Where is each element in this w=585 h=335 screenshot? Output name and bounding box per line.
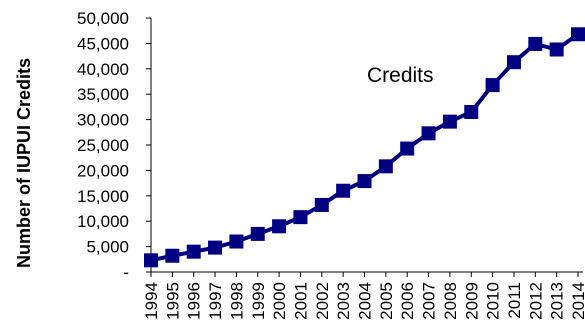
data-point-marker [144,253,158,268]
data-point-marker [571,27,585,42]
data-point-marker [229,234,244,249]
data-point-marker [528,36,543,51]
y-tick-label: 20,000 [77,161,129,180]
data-point-marker [442,114,457,129]
x-tick-label: 1997 [206,282,225,320]
data-point-marker [186,244,201,259]
x-tick-label: 2007 [420,282,439,320]
y-tick-label: 50,000 [77,9,129,28]
x-tick-label: 2003 [334,282,353,320]
data-point-marker [357,174,372,189]
x-tick-label: 1994 [142,282,161,320]
x-tick-label: 2001 [291,282,310,320]
data-point-marker [400,141,415,156]
data-point-marker [208,240,223,255]
y-axis-label: Number of IUPUI Credits [14,58,34,268]
x-tick-label: 2006 [398,282,417,320]
x-tick-label: 2009 [462,282,481,320]
x-axis-ticks: 1994 1995 1996 1997 1998 1999 2000 2001 2002 2003… [142,272,585,320]
x-tick-label: 2010 [484,282,503,320]
data-point-marker [506,55,521,70]
data-point-marker [378,159,393,174]
x-tick-label: 2004 [356,282,375,320]
series-layer [144,27,585,268]
y-tick-label: 5,000 [86,238,129,257]
x-tick-label: 2005 [377,282,396,320]
x-tick-label: 1999 [249,282,268,320]
y-tick-label: 25,000 [77,136,129,155]
x-tick-label: 2000 [270,282,289,320]
y-tick-label: 10,000 [77,212,129,231]
y-tick-label: 30,000 [77,111,129,130]
x-tick-label: 2011 [505,282,524,319]
data-point-marker [272,219,287,234]
y-tick-label: 35,000 [77,85,129,104]
x-tick-label: 1998 [227,282,246,320]
x-tick-label: 2008 [441,282,460,320]
x-tick-label: 2013 [548,282,567,320]
data-point-marker [314,197,329,212]
x-tick-label: 2002 [313,282,332,320]
y-axis-ticks: - 5,000 10,000 15,000 20,000 25,000 30,000 35,0… [77,9,151,282]
data-point-marker [421,126,436,141]
x-tick-label: 2012 [526,282,545,320]
data-point-marker [549,42,564,57]
x-tick-label: 1995 [163,282,182,320]
data-point-marker [464,104,479,119]
y-tick-label: 45,000 [77,34,129,53]
x-tick-label: 1996 [185,282,204,320]
x-tick-label: 2014 [569,282,585,320]
data-point-marker [485,78,500,93]
y-tick-label: - [123,263,129,282]
y-tick-label: 15,000 [77,187,129,206]
data-point-marker [165,248,180,263]
data-point-marker [250,226,265,241]
y-tick-label: 40,000 [77,60,129,79]
data-point-marker [293,210,308,225]
series-annotation: Credits [367,64,434,87]
data-point-marker [336,183,351,198]
